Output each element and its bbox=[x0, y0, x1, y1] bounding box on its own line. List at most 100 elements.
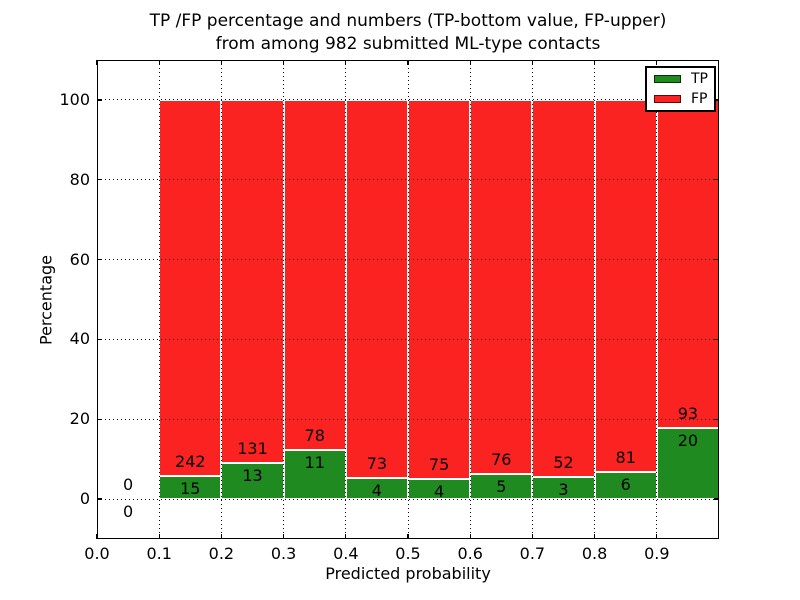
x-tick-label: 0.5 bbox=[395, 544, 421, 563]
tickmark-left bbox=[97, 338, 102, 340]
tickmark-top bbox=[594, 60, 596, 65]
bar-label-fp: 81 bbox=[615, 447, 636, 467]
bar-tp bbox=[408, 478, 471, 500]
bar-label-tp: 0 bbox=[123, 502, 134, 522]
bar-label-fp: 0 bbox=[123, 475, 134, 495]
tickmark-top bbox=[158, 60, 160, 65]
chart-title-line1: TP /FP percentage and numbers (TP-bottom… bbox=[149, 11, 667, 31]
bar-label-fp: 52 bbox=[553, 453, 574, 473]
legend-label-tp: TP bbox=[691, 71, 708, 87]
bar-tp bbox=[470, 474, 533, 500]
y-tick-label: 0 bbox=[79, 489, 90, 509]
bar-label-tp: 4 bbox=[371, 481, 382, 501]
bar-label-fp: 78 bbox=[304, 425, 325, 445]
bar-fp bbox=[470, 99, 533, 475]
gridline-x bbox=[220, 60, 222, 539]
y-tick-label: 20 bbox=[69, 409, 90, 429]
legend-swatch-tp bbox=[654, 75, 681, 83]
gridline-x bbox=[656, 60, 658, 539]
tickmark-right bbox=[714, 338, 719, 340]
gridline-x bbox=[594, 60, 596, 539]
x-tick-label: 0.2 bbox=[208, 544, 235, 563]
bar-fp bbox=[594, 99, 657, 472]
y-tick-label: 40 bbox=[69, 329, 90, 349]
x-tick-label: 0.4 bbox=[333, 544, 359, 563]
tickmark-right bbox=[714, 418, 719, 420]
x-tick-label: 0.0 bbox=[84, 544, 110, 563]
tickmark-top bbox=[656, 60, 658, 65]
gridline-x bbox=[531, 60, 533, 539]
bar-tp bbox=[221, 463, 284, 500]
x-tick-label: 0.3 bbox=[270, 544, 297, 563]
bar-label-tp: 6 bbox=[620, 474, 631, 494]
gridline-x bbox=[407, 60, 409, 539]
y-tick-label: 60 bbox=[69, 249, 90, 269]
tickmark-bottom bbox=[220, 534, 222, 539]
bar-tp bbox=[283, 449, 346, 500]
x-tick-label: 0.8 bbox=[581, 544, 608, 563]
bar-label-fp: 131 bbox=[237, 439, 268, 459]
plot-area: 0 0 242 15 131 13 78 11 73 4 75 4 76 5 52 3 81 6 93 20 bbox=[96, 60, 719, 539]
tickmark-bottom bbox=[158, 534, 160, 539]
tickmark-right bbox=[714, 498, 719, 500]
tickmark-left bbox=[97, 258, 102, 261]
tickmark-right bbox=[714, 258, 719, 261]
bar-label-tp: 4 bbox=[434, 481, 445, 501]
tickmark-right bbox=[714, 99, 719, 101]
chart-title: TP /FP percentage and numbers (TP-bottom… bbox=[97, 10, 719, 56]
tickmark-bottom bbox=[345, 534, 347, 539]
bar-fp bbox=[656, 99, 719, 429]
x-tick-label: 0.6 bbox=[457, 544, 483, 563]
gridline-x bbox=[345, 60, 347, 539]
bar-fp bbox=[408, 99, 471, 479]
tickmark-top bbox=[96, 60, 98, 65]
tickmark-top bbox=[345, 60, 347, 65]
bar-tp bbox=[594, 471, 657, 500]
bar-label-tp: 20 bbox=[677, 431, 699, 451]
tickmark-right bbox=[714, 179, 719, 181]
legend-swatch-fp bbox=[654, 95, 681, 103]
bar-label-fp: 75 bbox=[428, 454, 450, 474]
tickmark-top bbox=[469, 60, 471, 65]
tickmark-top bbox=[531, 60, 533, 65]
x-tick-label: 0.7 bbox=[519, 544, 546, 563]
tickmark-bottom bbox=[594, 534, 596, 539]
legend-label-fp: FP bbox=[691, 91, 708, 107]
tickmark-bottom bbox=[96, 534, 98, 539]
gridline-x bbox=[469, 60, 471, 539]
bar-tp bbox=[159, 475, 222, 500]
tickmark-bottom bbox=[469, 534, 471, 539]
tickmark-top bbox=[283, 60, 285, 65]
bar-label-fp: 242 bbox=[175, 451, 206, 471]
legend-item-tp: TP bbox=[647, 71, 714, 88]
y-tick-label: 100 bbox=[59, 89, 90, 109]
legend-item-fp: FP bbox=[647, 91, 714, 108]
tickmark-top bbox=[220, 60, 222, 65]
bar-label-tp: 11 bbox=[304, 452, 325, 472]
tickmark-bottom bbox=[283, 534, 285, 539]
bar-fp bbox=[345, 99, 408, 479]
bar-label-tp: 5 bbox=[496, 477, 507, 497]
tickmark-top bbox=[407, 60, 409, 65]
bar-fp bbox=[532, 99, 595, 478]
bar-label-tp: 13 bbox=[242, 466, 263, 486]
y-tick-label: 80 bbox=[69, 169, 90, 189]
legend: TP FP bbox=[645, 66, 716, 112]
gridline-x bbox=[158, 60, 160, 539]
bar-label-tp: 15 bbox=[180, 478, 201, 498]
bar-label-fp: 73 bbox=[366, 454, 388, 474]
gridline-x bbox=[283, 60, 285, 539]
tickmark-left bbox=[97, 179, 102, 181]
x-tick-label: 0.9 bbox=[644, 544, 670, 563]
tickmark-left bbox=[97, 418, 102, 420]
bar-label-fp: 93 bbox=[677, 404, 699, 424]
x-tick-label: 0.1 bbox=[146, 544, 172, 563]
tickmark-bottom bbox=[656, 534, 658, 539]
tickmark-bottom bbox=[407, 534, 409, 539]
bar-tp bbox=[532, 477, 595, 500]
chart-title-line2: from among 982 submitted ML-type contact… bbox=[215, 34, 601, 54]
bar-fp bbox=[159, 99, 222, 476]
bar-fp bbox=[283, 99, 346, 450]
tickmark-bottom bbox=[531, 534, 533, 539]
